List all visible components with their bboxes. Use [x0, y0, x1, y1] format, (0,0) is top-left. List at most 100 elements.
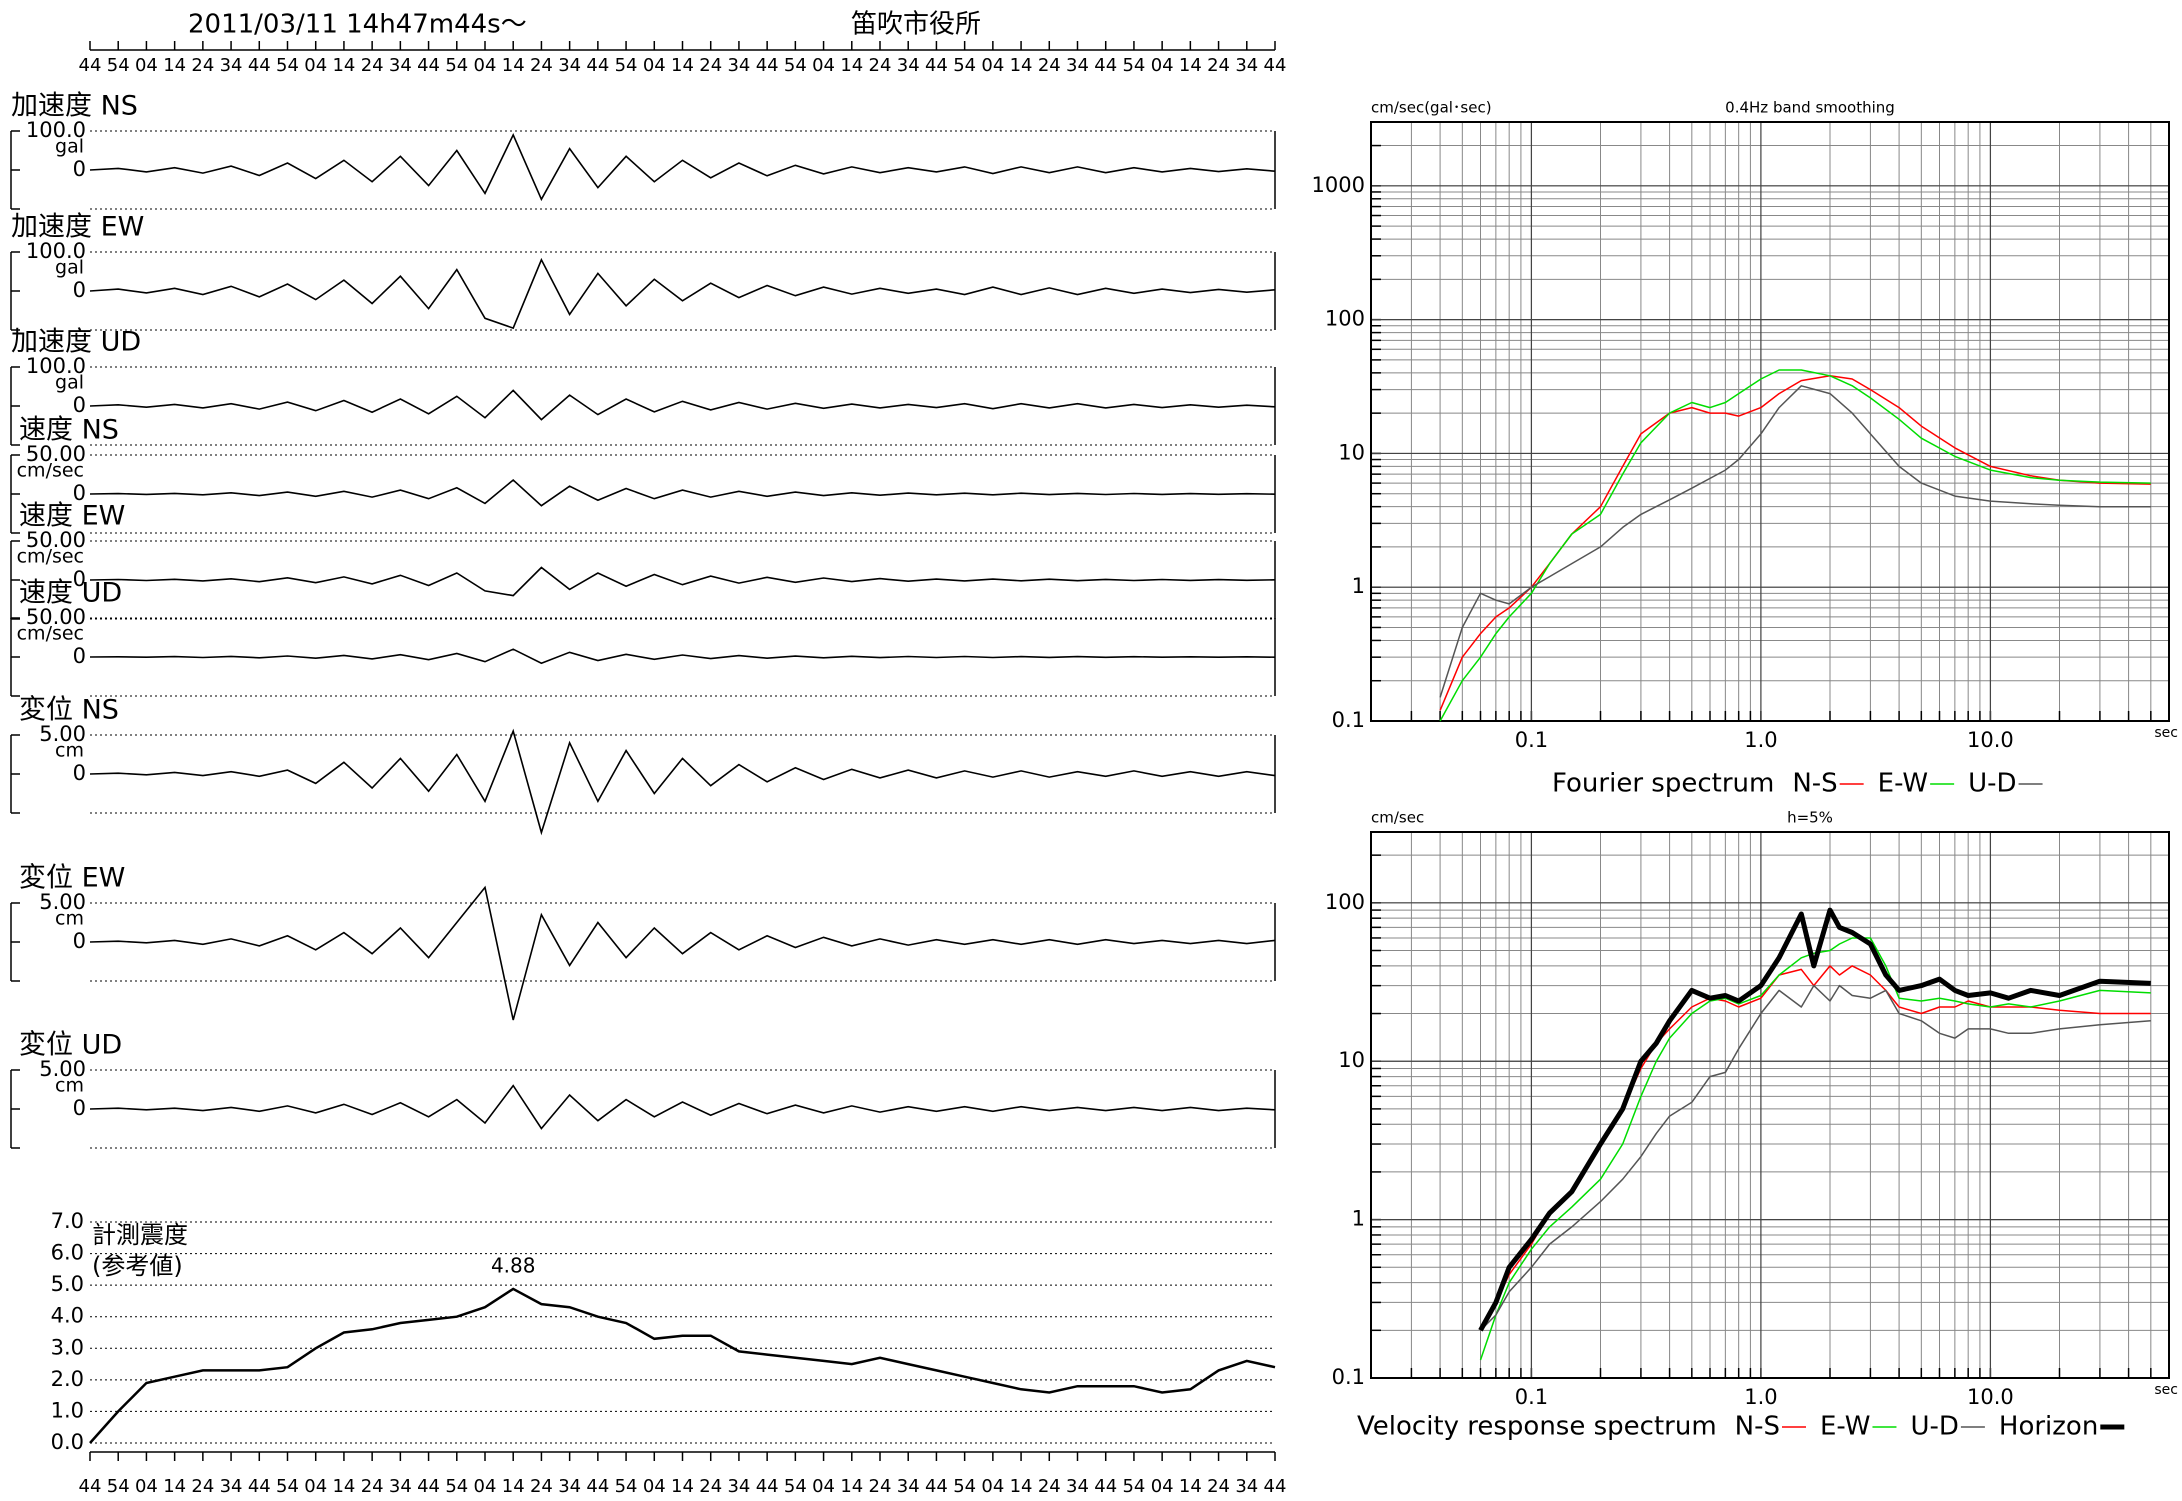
x-tick-label: 14: [671, 55, 694, 76]
x-tick-label: 04: [304, 1476, 327, 1497]
legend-label: E-W: [1878, 769, 1928, 799]
y-tick-label: 100.0: [26, 118, 86, 142]
x-tick-label: 24: [530, 55, 553, 76]
x-tick-label: 14: [671, 1476, 694, 1497]
x-tick-label: 44: [1094, 1476, 1117, 1497]
x-tick-label: 34: [897, 1476, 920, 1497]
x-tick-label: 14: [163, 1476, 186, 1497]
y-tick-label: 10: [1338, 1048, 1365, 1072]
y-tick-label: 0: [73, 567, 86, 591]
panel-label: 変位 EW: [19, 863, 125, 894]
y-tick-label: 0: [73, 929, 86, 953]
x-tick-label: 24: [699, 55, 722, 76]
x-tick-label: 44: [1264, 1476, 1287, 1497]
spectrum-line: [1439, 385, 2151, 698]
spectrum-line: [1439, 369, 2151, 722]
x-tick-label: 04: [1151, 1476, 1174, 1497]
y-tick-label: 0: [73, 157, 86, 181]
x-tick-label: 34: [1066, 55, 1089, 76]
plot-note: 0.4Hz band smoothing: [1725, 99, 1895, 117]
x-tick-label: 10.0: [1967, 1385, 2014, 1409]
x-tick-label: 34: [727, 55, 750, 76]
waveform-line: [89, 389, 1276, 421]
x-tick-label: 1.0: [1744, 1385, 1777, 1409]
unit-label: cm/sec: [17, 546, 84, 568]
x-tick-label: 54: [445, 1476, 468, 1497]
unit-label: cm/sec: [17, 460, 84, 482]
panel-label: 加速度 NS: [11, 91, 138, 122]
x-tick-label: 24: [361, 1476, 384, 1497]
y-tick-label: 5.0: [51, 1272, 84, 1296]
plot-frame: [1370, 121, 2170, 722]
y-tick-label: 50.00: [26, 442, 86, 466]
plot-note: h=5%: [1787, 809, 1833, 827]
x-tick-label: 44: [925, 1476, 948, 1497]
x-tick-label: 24: [1038, 1476, 1061, 1497]
waveform-line: [89, 728, 1276, 836]
x-tick-label: 14: [502, 1476, 525, 1497]
waveform-line: [89, 257, 1276, 330]
y-tick-label: 10: [1338, 440, 1365, 464]
x-tick-label: 44: [586, 1476, 609, 1497]
x-tick-label: 44: [1264, 55, 1287, 76]
x-tick-label: 34: [389, 1476, 412, 1497]
unit-label: gal: [55, 257, 84, 279]
x-tick-label: 24: [869, 1476, 892, 1497]
x-tick-label: 14: [332, 55, 355, 76]
legend-label: U-D: [1968, 769, 2016, 799]
x-tick-label: 54: [784, 55, 807, 76]
x-tick-label: 34: [558, 55, 581, 76]
unit-label: cm: [55, 740, 84, 762]
waveform-line: [89, 566, 1276, 597]
y-tick-label: 2.0: [51, 1367, 84, 1391]
y-tick-label: 5.00: [39, 890, 86, 914]
x-tick-label: 14: [332, 1476, 355, 1497]
x-tick-label: 04: [135, 1476, 158, 1497]
x-tick-label: 24: [1207, 1476, 1230, 1497]
y-tick-label: 50.00: [26, 528, 86, 552]
y-tick-label: 3.0: [51, 1335, 84, 1359]
x-tick-label: 34: [220, 55, 243, 76]
x-tick-label: 44: [586, 55, 609, 76]
y-tick-label: 1: [1352, 574, 1365, 598]
x-tick-label: 44: [1094, 55, 1117, 76]
x-tick-label: 54: [1122, 55, 1145, 76]
x-tick-label: 0.1: [1515, 1385, 1548, 1409]
x-tick-label: 44: [248, 1476, 271, 1497]
x-tick-label: 54: [276, 55, 299, 76]
x-tick-label: 1.0: [1744, 728, 1777, 752]
panel-label: 速度 EW: [19, 501, 125, 532]
y-tick-label: 5.00: [39, 1057, 86, 1081]
legend-label: N-S: [1792, 769, 1837, 799]
panel-label: 変位 UD: [19, 1030, 122, 1061]
legend-label: U-D: [1910, 1412, 1958, 1442]
x-tick-label: 24: [1038, 55, 1061, 76]
x-tick-label: 34: [1066, 1476, 1089, 1497]
y-tick-label: 50.00: [26, 605, 86, 629]
x-tick-label: 04: [304, 55, 327, 76]
x-tick-label: 24: [1207, 55, 1230, 76]
x-tick-label: 34: [727, 1476, 750, 1497]
y-tick-label: 1: [1352, 1207, 1365, 1231]
x-tick-label: 44: [79, 55, 102, 76]
y-axis-label: cm/sec: [1371, 809, 1424, 827]
chart-title: Velocity response spectrum: [1357, 1412, 1717, 1442]
x-tick-label: 24: [361, 55, 384, 76]
x-tick-label: 54: [107, 1476, 130, 1497]
y-tick-label: 0.0: [51, 1430, 84, 1454]
waveform-line: [89, 478, 1276, 507]
x-tick-label: 04: [981, 1476, 1004, 1497]
x-tick-label: 44: [79, 1476, 102, 1497]
y-tick-label: 100.0: [26, 354, 86, 378]
x-tick-label: 04: [812, 1476, 835, 1497]
y-tick-label: 5.00: [39, 722, 86, 746]
y-tick-label: 100: [1325, 307, 1365, 331]
y-axis-label: cm/sec(gal･sec): [1371, 99, 1492, 117]
x-tick-label: 04: [135, 55, 158, 76]
peak-label: 4.88: [491, 1253, 536, 1277]
y-tick-label: 0: [73, 393, 86, 417]
spectrum-line: [1479, 937, 2151, 1361]
